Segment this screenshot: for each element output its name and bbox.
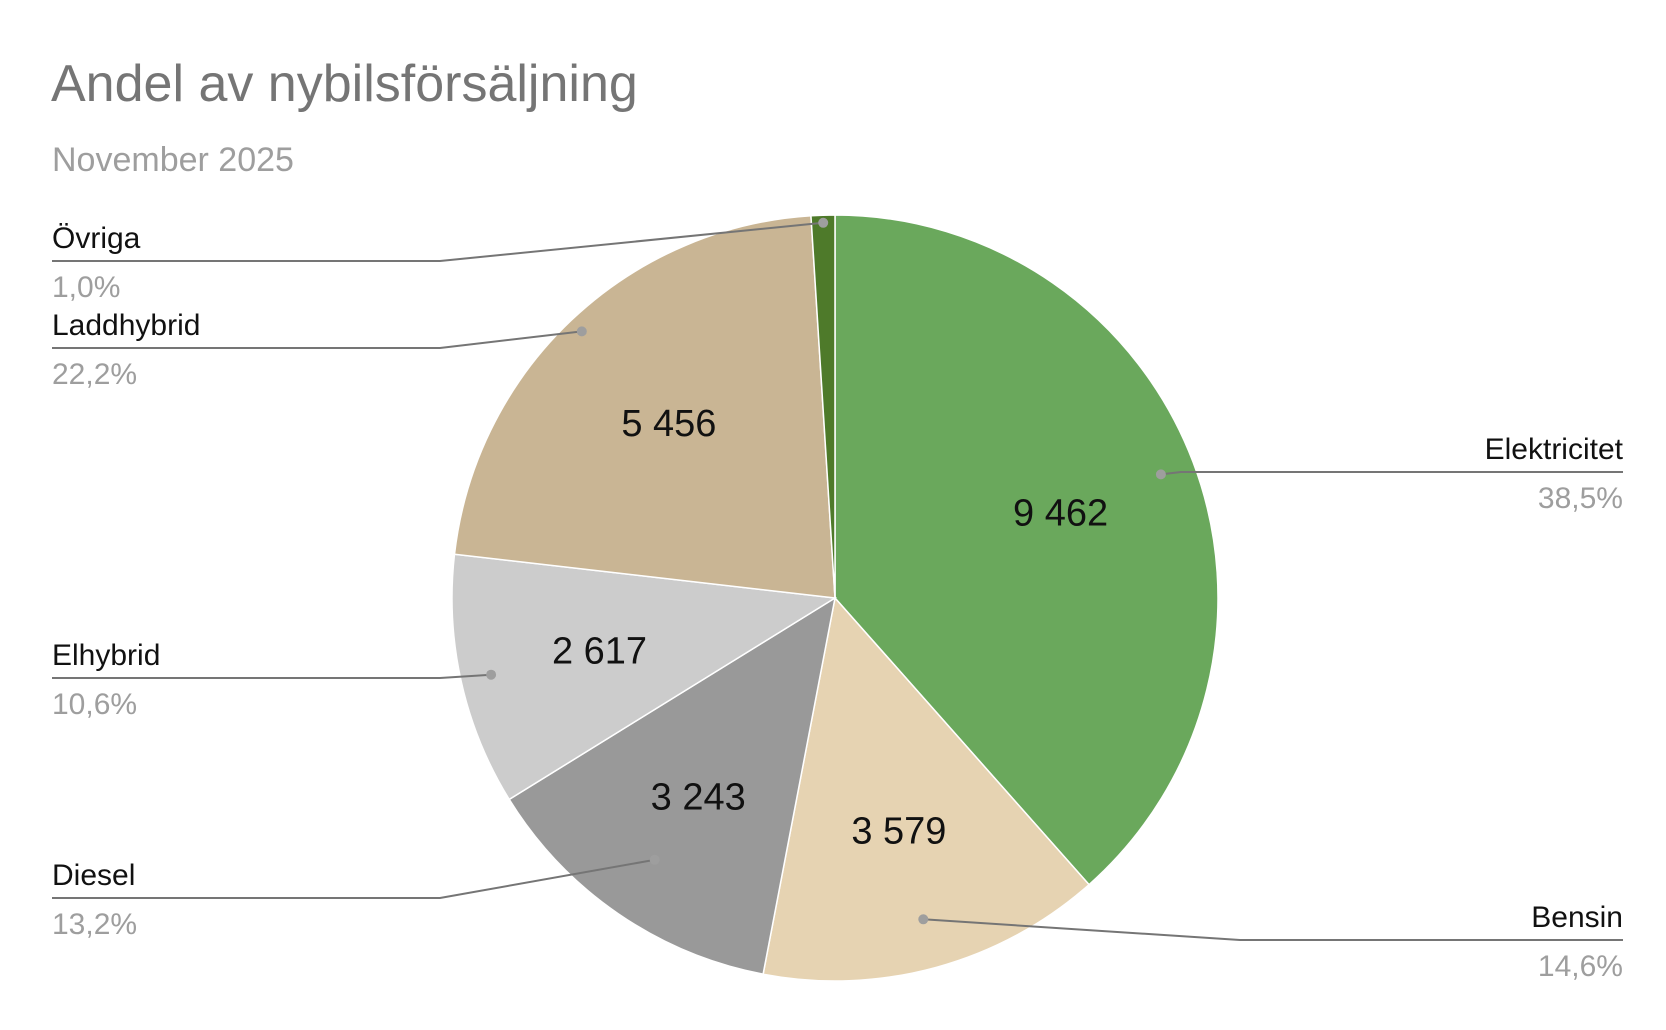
callout-line-diesel (52, 858, 655, 899)
legend-percent-ovriga: 1,0% (52, 271, 120, 304)
callout-dot-ovriga (818, 217, 829, 228)
legend-percent-elektricitet: 38,5% (1538, 482, 1623, 515)
legend-name-diesel: Diesel (52, 859, 135, 892)
legend-percent-diesel: 13,2% (52, 908, 137, 941)
callout-line-laddhybrid (52, 330, 582, 349)
slice-elhybrid (451, 553, 838, 801)
legend-percent-bensin: 14,6% (1538, 950, 1623, 983)
slices: 9 462 3 579 3 243 2 617 5 456 (451, 214, 1219, 982)
slice-laddhybrid (453, 214, 836, 599)
callout-line-elhybrid (52, 673, 492, 679)
slice-diesel (508, 596, 837, 976)
slice-bensin (762, 596, 1091, 982)
legend-name-bensin: Bensin (1531, 901, 1623, 934)
legend-name-elektricitet: Elektricitet (1485, 433, 1624, 466)
callout-dot-elhybrid (486, 669, 497, 680)
callout-line-ovriga (52, 221, 824, 262)
callout-dot-laddhybrid (576, 326, 587, 337)
chart-title: Andel av nybilsförsäljning (51, 55, 638, 113)
legend-percent-laddhybrid: 22,2% (52, 358, 137, 391)
value-label-laddhybrid: 5 456 (621, 403, 716, 445)
legend-name-elhybrid: Elhybrid (52, 639, 160, 672)
legend-name-ovriga: Övriga (52, 222, 141, 255)
callout-line-elektricitet (1160, 471, 1623, 476)
legend-name-laddhybrid: Laddhybrid (52, 309, 200, 342)
callout-line-bensin (923, 918, 1623, 941)
slice-elektricitet (834, 214, 1219, 886)
value-label-elhybrid: 2 617 (552, 631, 647, 673)
chart-subtitle: November 2025 (52, 141, 294, 179)
legend-percent-elhybrid: 10,6% (52, 688, 137, 721)
callout-dot-elektricitet (1155, 469, 1166, 480)
callout-dot-bensin (918, 914, 929, 925)
value-label-elektricitet: 9 462 (1013, 492, 1108, 534)
value-label-bensin: 3 579 (851, 811, 946, 853)
callouts: Elektricitet 38,5% Bensin 14,6% Diesel 13,2% E… (52, 217, 1624, 983)
callout-dot-diesel (649, 854, 660, 865)
slice-ovriga (810, 214, 836, 599)
value-label-diesel: 3 243 (651, 777, 746, 819)
